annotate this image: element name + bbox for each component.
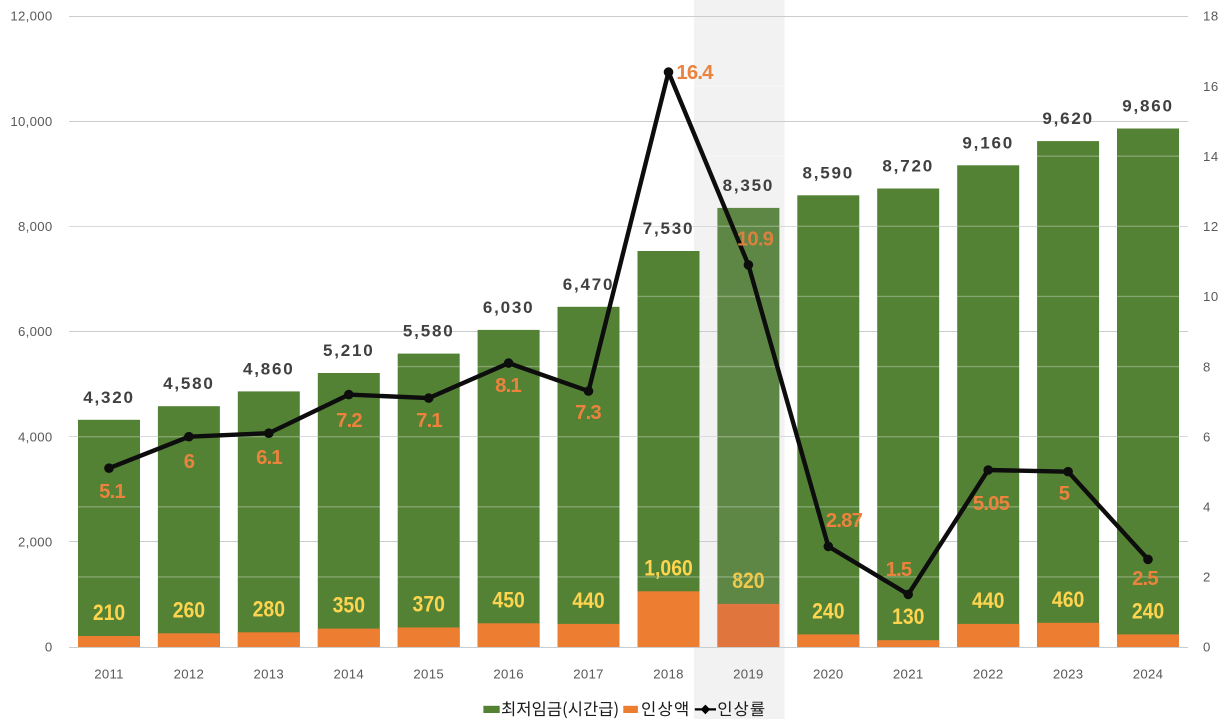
svg-text:6,000: 6,000 (18, 324, 53, 339)
svg-text:5.05: 5.05 (973, 493, 1010, 515)
svg-text:2015: 2015 (413, 667, 444, 682)
svg-text:7,530: 7,530 (643, 219, 695, 238)
svg-text:16.4: 16.4 (676, 62, 714, 84)
svg-text:2.87: 2.87 (826, 510, 863, 532)
svg-text:9,860: 9,860 (1122, 97, 1174, 116)
svg-text:0: 0 (1203, 640, 1211, 655)
svg-text:2020: 2020 (813, 667, 844, 682)
svg-text:240: 240 (812, 599, 844, 624)
svg-text:2018: 2018 (653, 667, 684, 682)
svg-text:2016: 2016 (493, 667, 524, 682)
svg-text:2,000: 2,000 (18, 535, 53, 550)
svg-text:2017: 2017 (573, 667, 604, 682)
svg-text:8: 8 (1203, 359, 1211, 374)
svg-text:14: 14 (1203, 149, 1219, 164)
svg-text:460: 460 (1052, 588, 1084, 613)
svg-text:370: 370 (413, 592, 445, 617)
svg-text:12,000: 12,000 (10, 9, 52, 24)
svg-text:6.1: 6.1 (256, 447, 282, 469)
svg-text:440: 440 (572, 589, 604, 614)
svg-text:16: 16 (1203, 79, 1219, 94)
svg-text:2024: 2024 (1133, 667, 1164, 682)
svg-text:5: 5 (1059, 483, 1070, 505)
svg-text:4,860: 4,860 (243, 359, 295, 378)
svg-text:450: 450 (492, 588, 524, 613)
svg-text:2.5: 2.5 (1132, 568, 1158, 590)
svg-text:1,060: 1,060 (644, 556, 693, 581)
svg-text:4,320: 4,320 (83, 388, 135, 407)
svg-text:130: 130 (892, 605, 924, 630)
svg-text:2021: 2021 (893, 667, 924, 682)
svg-text:4,000: 4,000 (18, 429, 53, 444)
svg-text:820: 820 (732, 569, 764, 594)
svg-text:6: 6 (184, 451, 195, 473)
svg-text:9,620: 9,620 (1042, 109, 1094, 128)
svg-text:7.2: 7.2 (336, 410, 362, 432)
svg-text:350: 350 (333, 593, 365, 618)
svg-text:8.1: 8.1 (495, 375, 521, 397)
svg-text:7.1: 7.1 (416, 410, 442, 432)
svg-text:1.5: 1.5 (886, 559, 912, 581)
svg-text:5.1: 5.1 (99, 481, 125, 503)
svg-text:10: 10 (1203, 289, 1219, 304)
svg-text:10.9: 10.9 (737, 229, 774, 251)
svg-text:280: 280 (253, 597, 285, 622)
svg-text:18: 18 (1203, 9, 1219, 24)
svg-text:8,350: 8,350 (723, 176, 775, 195)
svg-text:8,000: 8,000 (18, 219, 53, 234)
svg-text:240: 240 (1132, 599, 1164, 624)
svg-text:2022: 2022 (973, 667, 1004, 682)
svg-text:2023: 2023 (1053, 667, 1084, 682)
svg-text:6,470: 6,470 (563, 275, 615, 294)
svg-text:0: 0 (45, 640, 53, 655)
svg-text:2012: 2012 (174, 667, 205, 682)
svg-text:6: 6 (1203, 429, 1211, 444)
svg-text:210: 210 (93, 601, 125, 626)
svg-text:2011: 2011 (94, 667, 124, 682)
svg-text:10,000: 10,000 (10, 114, 52, 129)
svg-text:12: 12 (1203, 219, 1219, 234)
svg-text:2019: 2019 (733, 667, 764, 682)
svg-text:5,580: 5,580 (403, 322, 455, 341)
svg-text:440: 440 (972, 589, 1004, 614)
svg-text:260: 260 (173, 598, 205, 623)
svg-text:4: 4 (1203, 500, 1211, 515)
svg-text:7.3: 7.3 (575, 402, 601, 424)
svg-text:8,590: 8,590 (803, 163, 855, 182)
svg-text:4,580: 4,580 (163, 374, 215, 393)
svg-text:2013: 2013 (254, 667, 285, 682)
svg-text:9,160: 9,160 (962, 133, 1014, 152)
svg-text:5,210: 5,210 (323, 341, 375, 360)
svg-text:2: 2 (1203, 570, 1211, 585)
svg-text:6,030: 6,030 (483, 298, 535, 317)
svg-text:2014: 2014 (334, 667, 365, 682)
svg-text:8,720: 8,720 (882, 157, 934, 176)
